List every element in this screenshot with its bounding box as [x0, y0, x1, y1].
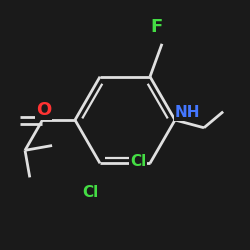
Text: Cl: Cl — [82, 185, 98, 200]
Text: F: F — [150, 18, 162, 36]
Text: Cl: Cl — [130, 154, 146, 169]
Text: NH: NH — [175, 105, 201, 120]
Text: O: O — [36, 101, 52, 119]
